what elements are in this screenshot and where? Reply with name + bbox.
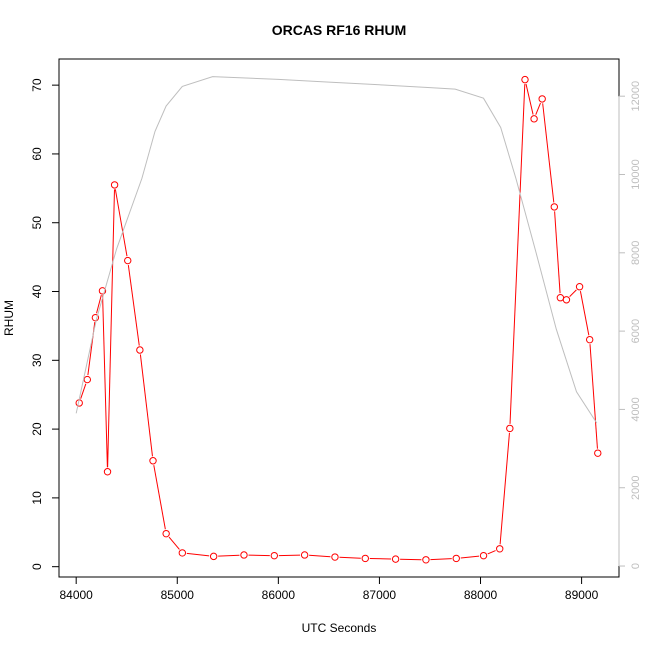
y2-tick-label: 4000 xyxy=(630,397,642,421)
series-1-segment xyxy=(554,211,561,294)
series-1-segment xyxy=(107,189,115,468)
y-tick-label: 60 xyxy=(30,147,44,161)
series-1-point xyxy=(103,468,112,476)
series-1-segment xyxy=(80,383,87,399)
x-axis-label: UTC Seconds xyxy=(302,621,377,635)
series-1-segment xyxy=(535,102,541,115)
series-1-point xyxy=(506,424,514,433)
x-tick-label: 89000 xyxy=(565,588,599,602)
series-1-segment xyxy=(168,536,180,550)
series-1-segment xyxy=(430,558,452,561)
series-1-segment xyxy=(153,465,166,530)
x-tick-label: 87000 xyxy=(363,588,397,602)
series-1-segment xyxy=(186,552,210,557)
y2-tick-label: 0 xyxy=(630,563,642,569)
y-tick-label: 50 xyxy=(30,216,44,230)
series-1-point xyxy=(91,313,100,322)
series-1-point xyxy=(538,95,546,103)
series-1-segment xyxy=(569,289,577,297)
series-1-point xyxy=(124,256,132,265)
series-1-point xyxy=(550,203,559,211)
series-1-segment xyxy=(339,556,361,559)
x-tick-label: 88000 xyxy=(464,588,498,602)
series-1-point xyxy=(240,551,248,559)
series-1-point xyxy=(331,553,339,561)
y-tick-label: 10 xyxy=(30,491,44,505)
series-1-point xyxy=(391,555,400,563)
series-1-point xyxy=(521,75,529,84)
y-tick-label: 70 xyxy=(30,78,44,92)
y-axis-label: RHUM xyxy=(2,300,16,336)
series-1-segment xyxy=(96,295,102,314)
series-1-point xyxy=(209,552,218,561)
y-axis: 0 10 20 30 40 50 60 70 xyxy=(30,78,60,570)
series-1-point xyxy=(479,551,488,560)
series-1-segment xyxy=(487,550,496,555)
series-1-segment xyxy=(589,344,598,449)
y2-tick-label: 12000 xyxy=(630,81,642,112)
series-1-point xyxy=(562,296,571,304)
series-1-point xyxy=(178,549,187,557)
y2-tick-label: 6000 xyxy=(630,319,642,343)
series-1-point xyxy=(300,551,309,559)
series-1-segment xyxy=(509,84,526,424)
series-1-point xyxy=(270,551,279,560)
series-1-segment xyxy=(499,432,510,545)
y2-tick-label: 8000 xyxy=(630,241,642,265)
series-1-point xyxy=(83,375,92,384)
series-1-segment xyxy=(525,83,534,115)
y-tick-label: 20 xyxy=(30,422,44,436)
series-2-line xyxy=(75,76,598,424)
series-1-segment xyxy=(579,291,590,336)
series-1-point xyxy=(98,287,107,295)
chart-title: ORCAS RF16 RHUM xyxy=(272,22,407,38)
series-1-segment xyxy=(102,295,108,468)
series-1-point xyxy=(575,282,584,291)
series-1-point xyxy=(496,545,504,553)
x-tick-label: 84000 xyxy=(59,588,93,602)
y2-tick-label: 2000 xyxy=(630,475,642,499)
series-1-point xyxy=(149,457,157,465)
series-layer xyxy=(75,75,602,564)
series-1-point xyxy=(361,554,369,563)
series-1-point xyxy=(585,335,594,344)
series-1-point xyxy=(594,449,602,457)
series-1-segment xyxy=(114,189,128,257)
series-1-point xyxy=(136,346,144,354)
series-1-segment xyxy=(460,555,480,559)
series-1-segment xyxy=(127,264,140,346)
y-tick-label: 30 xyxy=(30,353,44,367)
series-1-point xyxy=(452,554,460,563)
x-tick-label: 86000 xyxy=(262,588,296,602)
y-tick-label: 40 xyxy=(30,285,44,299)
series-1-point xyxy=(110,181,119,189)
x-axis: 84000 85000 86000 87000 88000 89000 xyxy=(59,576,599,602)
secondary-y-axis: 0 2000 4000 6000 8000 10000 12000 xyxy=(618,81,642,569)
series-1-segment xyxy=(139,354,153,457)
series-1-point xyxy=(162,529,170,538)
series-1-point xyxy=(422,556,430,564)
y2-tick-label: 10000 xyxy=(630,159,642,190)
series-1-point xyxy=(530,115,538,123)
series-1-segment xyxy=(542,103,555,203)
series-1-segment xyxy=(218,554,240,557)
x-tick-label: 85000 xyxy=(161,588,195,602)
series-1-segment xyxy=(309,554,331,558)
y-tick-label: 0 xyxy=(30,563,44,570)
